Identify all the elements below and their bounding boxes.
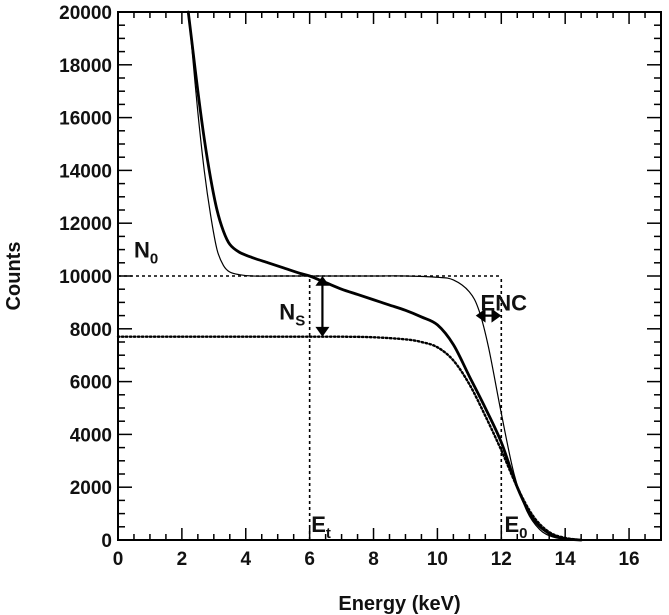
y-tick-label: 14000 bbox=[59, 161, 112, 182]
y-tick-label: 2000 bbox=[70, 478, 112, 499]
annotation-subscript: 0 bbox=[150, 251, 158, 268]
x-tick-label: 2 bbox=[177, 549, 188, 570]
series-thick-line bbox=[186, 10, 583, 542]
x-tick-label: 12 bbox=[491, 549, 512, 570]
arrows bbox=[315, 276, 502, 337]
y-tick-label: 0 bbox=[101, 531, 112, 552]
series-lines bbox=[116, 10, 583, 542]
annotation-ns: NS bbox=[279, 300, 305, 330]
annotation-subscript: t bbox=[326, 525, 331, 542]
annotation-subscript: 0 bbox=[519, 525, 527, 542]
reference-lines bbox=[118, 275, 503, 540]
x-tick-label: 6 bbox=[304, 549, 315, 570]
enc-arrow-head-left bbox=[475, 308, 486, 323]
annotation-main: E bbox=[311, 512, 326, 537]
annotation-main: N bbox=[279, 300, 295, 325]
annotation-subscript: S bbox=[295, 313, 305, 330]
series-dotted-line bbox=[116, 335, 583, 542]
series-thin-line bbox=[187, 11, 582, 541]
enc-arrow-head-right bbox=[491, 308, 502, 323]
x-tick-label: 10 bbox=[427, 549, 448, 570]
y-tick-label: 8000 bbox=[70, 320, 112, 341]
x-tick-label: 8 bbox=[368, 549, 379, 570]
annotation-n0: N0 bbox=[134, 238, 158, 268]
axis-ticks: 0 2 4 6 8 10 12 14 16 0 2000 4000 6000 8000 10000 12000… bbox=[59, 3, 662, 570]
annotation-main: ENC bbox=[481, 290, 528, 315]
y-tick-label: 16000 bbox=[59, 109, 112, 130]
x-tick-label: 16 bbox=[618, 549, 639, 570]
y-tick-label: 10000 bbox=[59, 267, 112, 288]
annotation-e0: E0 bbox=[504, 512, 527, 542]
ns-arrow-head-top bbox=[315, 276, 330, 286]
annotation-et: Et bbox=[311, 512, 331, 542]
x-tick-label: 0 bbox=[113, 549, 124, 570]
x-axis-label: Energy (keV) bbox=[338, 593, 460, 615]
x-tick-label: 14 bbox=[555, 549, 577, 570]
y-tick-label: 6000 bbox=[70, 373, 112, 394]
y-axis-label: Counts bbox=[3, 242, 25, 311]
y-tick-label: 4000 bbox=[70, 425, 112, 446]
y-tick-label: 20000 bbox=[59, 3, 112, 24]
ns-arrow-head-bottom bbox=[315, 326, 330, 337]
y-tick-label: 12000 bbox=[59, 214, 112, 235]
annotation-main: E bbox=[504, 512, 519, 537]
x-tick-label: 4 bbox=[240, 549, 251, 570]
y-tick-label: 18000 bbox=[59, 56, 112, 77]
annotation-enc: ENC bbox=[481, 290, 528, 315]
annotation-main: N bbox=[134, 238, 150, 263]
